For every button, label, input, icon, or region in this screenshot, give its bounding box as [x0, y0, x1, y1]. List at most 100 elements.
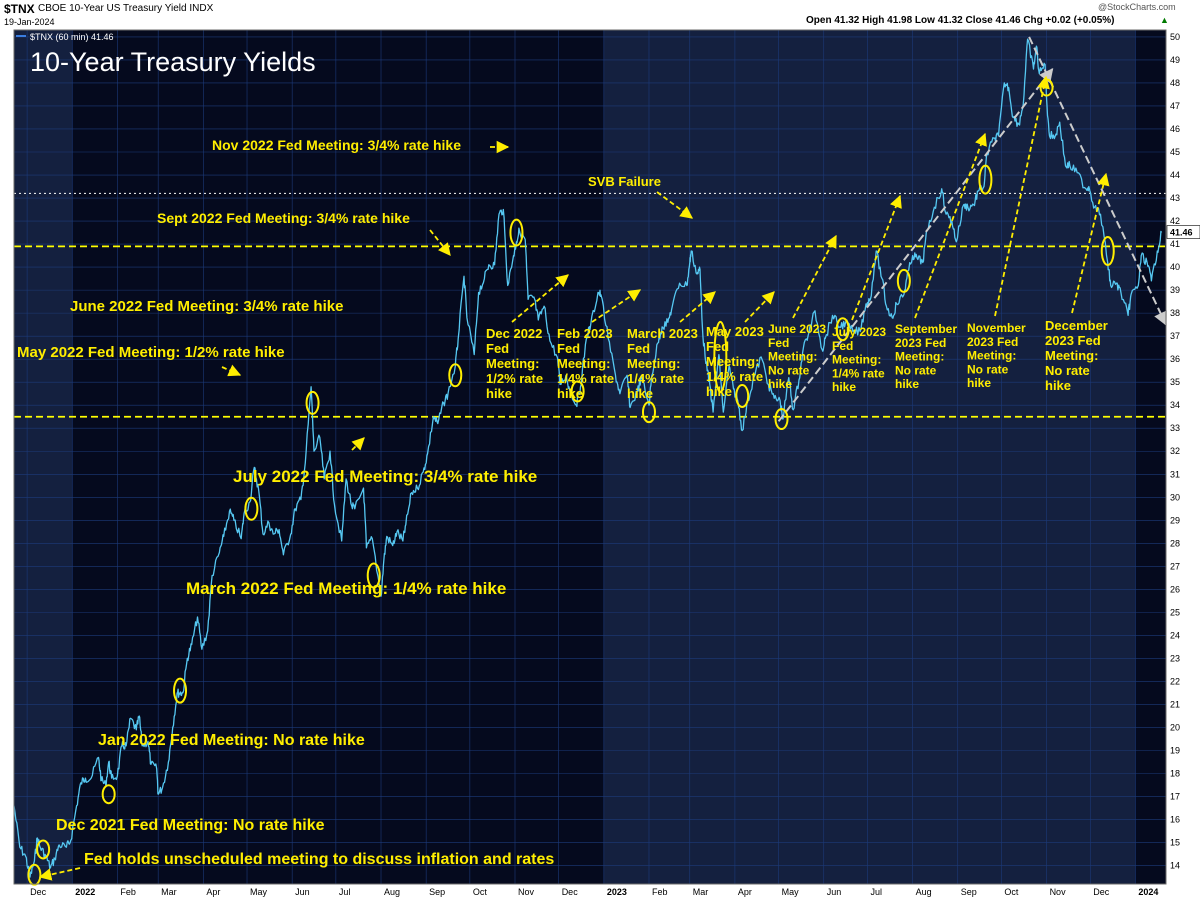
annotation-line: 2023 Fed	[895, 336, 946, 350]
fed-meeting-marker	[173, 677, 188, 704]
x-tick-label: Dec	[30, 887, 47, 897]
y-tick-label: 28	[1170, 538, 1180, 548]
y-tick-label: 31	[1170, 469, 1180, 479]
y-tick-label: 36	[1170, 354, 1180, 364]
yield-series-line	[13, 38, 1163, 878]
annotation-line: Fed	[768, 336, 789, 350]
ohlc-change-arrow: ▲	[1160, 15, 1169, 25]
annotation-line: No rate	[1045, 363, 1090, 378]
y-tick-label: 30	[1170, 492, 1180, 502]
y-tick-label: 18	[1170, 769, 1180, 779]
fed-meeting-marker	[713, 320, 728, 393]
annotation-line: hike	[486, 386, 512, 401]
annotation-line: 2023 Fed	[967, 335, 1018, 349]
y-tick-label: 41	[1170, 239, 1180, 249]
annotation-line: Fed	[706, 339, 729, 354]
y-tick-label: 25	[1170, 607, 1180, 617]
annotation-label: December 2023 Fed Meeting: No rate hike	[1045, 318, 1108, 393]
annotation-line: Meeting:	[1045, 348, 1098, 363]
y-tick-label: 29	[1170, 515, 1180, 525]
x-tick-label: Apr	[206, 887, 220, 897]
annotation-line: March 2022 Fed Meeting: 1/4% rate hike	[186, 579, 506, 598]
y-tick-label: 46	[1170, 124, 1180, 134]
x-tick-label: Jul	[870, 887, 882, 897]
x-tick-label: Aug	[384, 887, 400, 897]
annotation-line: Meeting:	[706, 354, 759, 369]
y-tick-label: 37	[1170, 331, 1180, 341]
annotation-label: May 2023 Fed Meeting: 1/4% rate hike	[706, 324, 764, 399]
fed-meeting-marker	[896, 268, 911, 293]
x-tick-label: Sep	[429, 887, 445, 897]
y-tick-label: 35	[1170, 377, 1180, 387]
annotation-label: June 2022 Fed Meeting: 3/4% rate hike	[70, 298, 343, 315]
annotation-line: Fed holds unscheduled meeting to discuss…	[84, 851, 554, 868]
series-legend: $TNX (60 min) 41.46	[16, 32, 114, 42]
annotation-line: hike	[557, 386, 583, 401]
annotation-label: March 2022 Fed Meeting: 1/4% rate hike	[186, 579, 506, 598]
annotation-line: 2023 Fed	[1045, 333, 1101, 348]
y-tick-label: 50	[1170, 32, 1180, 42]
y-tick-label: 21	[1170, 699, 1180, 709]
x-tick-label: Dec	[562, 887, 579, 897]
annotation-line: Fed	[557, 341, 580, 356]
y-tick-label: 22	[1170, 676, 1180, 686]
annotation-arrow	[221, 364, 242, 377]
x-tick-label: Oct	[473, 887, 488, 897]
trend-arrow	[777, 68, 1054, 422]
annotation-line: SVB Failure	[588, 174, 661, 189]
annotation-line: No rate	[768, 363, 810, 377]
annotation-line: hike	[768, 377, 792, 391]
annotation-line: Sept 2022 Fed Meeting: 3/4% rate hike	[157, 210, 410, 226]
y-tick-label: 33	[1170, 423, 1180, 433]
plot-frame	[13, 29, 1167, 885]
x-tick-label: Sep	[961, 887, 977, 897]
annotation-line: hike	[706, 384, 732, 399]
annotation-label: Sept 2022 Fed Meeting: 3/4% rate hike	[157, 210, 410, 226]
annotation-label: Jan 2022 Fed Meeting: No rate hike	[98, 732, 365, 749]
annotation-line: December	[1045, 318, 1108, 333]
y-tick-label: 15	[1170, 838, 1180, 848]
annotation-line: hike	[895, 377, 919, 391]
annotation-line: 1/2% rate	[486, 371, 543, 386]
y-tick-label: 20	[1170, 722, 1180, 732]
annotation-line: Dec 2021 Fed Meeting: No rate hike	[56, 817, 325, 834]
x-tick-label: Jun	[295, 887, 310, 897]
y-tick-label: 45	[1170, 147, 1180, 157]
annotation-line: Meeting:	[557, 356, 610, 371]
annotation-label: September 2023 Fed Meeting: No rate hike	[895, 322, 957, 391]
annotation-line: Dec 2022	[486, 326, 542, 341]
x-tick-label: Nov	[1050, 887, 1067, 897]
fed-meeting-marker	[448, 363, 463, 388]
x-tick-label: Jul	[339, 887, 351, 897]
y-tick-label: 42	[1170, 216, 1180, 226]
annotation-line: Meeting:	[768, 350, 817, 364]
x-tick-label: 2022	[75, 887, 95, 897]
x-tick-label: Dec	[1093, 887, 1110, 897]
y-tick-label: 26	[1170, 584, 1180, 594]
y-tick-label: 32	[1170, 446, 1180, 456]
annotation-label: Nov 2022 Fed Meeting: 3/4% rate hike	[212, 137, 461, 153]
annotation-label: Dec 2021 Fed Meeting: No rate hike	[56, 817, 325, 834]
annotation-label: November 2023 Fed Meeting: No rate hike	[967, 321, 1026, 390]
x-tick-label: Jun	[827, 887, 842, 897]
year-band-2023	[603, 30, 1136, 884]
annotation-label: March 2023 Fed Meeting: 1/4% rate hike	[627, 326, 698, 401]
fed-meeting-marker	[36, 839, 51, 860]
fed-meeting-marker	[305, 390, 320, 415]
annotation-line: Meeting:	[832, 353, 881, 367]
symbol: $TNX	[4, 2, 35, 16]
annotation-line: 1/4% rate	[627, 371, 684, 386]
ohlc-readout: Open 41.32 High 41.98 Low 41.32 Close 41…	[806, 15, 1115, 26]
x-tick-label: Nov	[518, 887, 535, 897]
annotation-arrow	[744, 291, 775, 323]
x-tick-label: 2024	[1138, 887, 1158, 897]
x-tick-label: Apr	[738, 887, 752, 897]
annotation-label: June 2023 Fed Meeting: No rate hike	[768, 322, 826, 391]
fed-meeting-marker	[835, 317, 850, 342]
x-tick-label: Feb	[652, 887, 668, 897]
annotation-arrow	[511, 274, 569, 323]
annotation-label: Fed holds unscheduled meeting to discuss…	[84, 851, 554, 868]
annotation-arrow	[38, 867, 81, 881]
fed-meeting-marker	[1100, 235, 1115, 266]
y-tick-label: 40	[1170, 262, 1180, 272]
